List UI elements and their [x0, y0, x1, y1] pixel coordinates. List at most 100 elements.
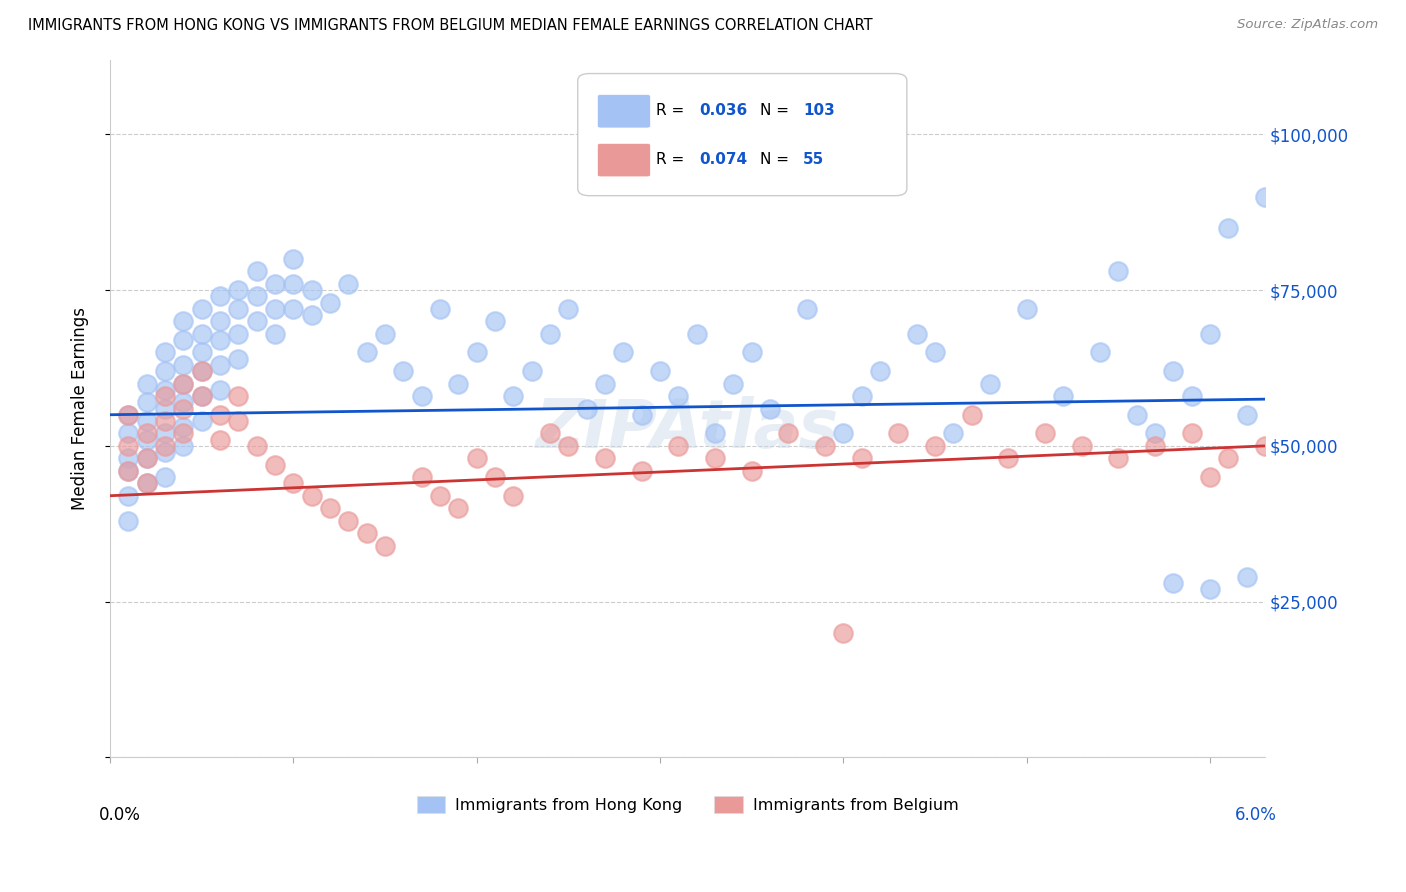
- Text: ZIPAtlas: ZIPAtlas: [536, 396, 839, 462]
- Point: [209, 333, 232, 347]
- Point: [1052, 389, 1074, 403]
- Point: [117, 408, 139, 422]
- Point: [648, 364, 671, 378]
- Point: [228, 283, 250, 297]
- Point: [703, 451, 725, 466]
- Point: [924, 439, 946, 453]
- Point: [374, 326, 396, 341]
- Point: [301, 489, 323, 503]
- Point: [520, 364, 543, 378]
- Point: [630, 464, 652, 478]
- Text: N =: N =: [761, 152, 794, 167]
- Point: [630, 408, 652, 422]
- Point: [117, 451, 139, 466]
- Point: [172, 420, 194, 434]
- Point: [1180, 389, 1202, 403]
- Point: [832, 426, 855, 441]
- Point: [153, 383, 176, 397]
- Point: [190, 364, 212, 378]
- Point: [117, 439, 139, 453]
- Point: [1070, 439, 1092, 453]
- Point: [557, 439, 579, 453]
- Point: [851, 451, 873, 466]
- Point: [1180, 426, 1202, 441]
- Text: 0.074: 0.074: [699, 152, 747, 167]
- Point: [429, 489, 451, 503]
- Point: [575, 401, 598, 416]
- Point: [1143, 439, 1166, 453]
- Point: [851, 389, 873, 403]
- Point: [117, 464, 139, 478]
- Point: [979, 376, 1001, 391]
- Point: [666, 389, 689, 403]
- Point: [172, 426, 194, 441]
- Point: [814, 439, 837, 453]
- Point: [153, 401, 176, 416]
- Point: [190, 364, 212, 378]
- Point: [337, 277, 360, 291]
- Point: [447, 501, 470, 516]
- Point: [190, 345, 212, 359]
- Legend: Immigrants from Hong Kong, Immigrants from Belgium: Immigrants from Hong Kong, Immigrants fr…: [411, 789, 965, 819]
- Point: [190, 301, 212, 316]
- Point: [374, 539, 396, 553]
- Point: [172, 333, 194, 347]
- Point: [1125, 408, 1147, 422]
- Point: [264, 458, 287, 472]
- Point: [190, 389, 212, 403]
- Point: [135, 476, 157, 491]
- FancyBboxPatch shape: [598, 95, 651, 128]
- Point: [1198, 582, 1220, 597]
- Point: [153, 426, 176, 441]
- Point: [209, 358, 232, 372]
- Point: [246, 439, 269, 453]
- Point: [153, 364, 176, 378]
- Point: [465, 345, 488, 359]
- Point: [1218, 220, 1240, 235]
- Point: [703, 426, 725, 441]
- Text: R =: R =: [657, 152, 689, 167]
- Point: [209, 383, 232, 397]
- Point: [228, 326, 250, 341]
- Point: [190, 326, 212, 341]
- Point: [741, 345, 763, 359]
- Point: [557, 301, 579, 316]
- Point: [153, 389, 176, 403]
- Point: [392, 364, 415, 378]
- Point: [356, 526, 378, 541]
- Point: [778, 426, 800, 441]
- Point: [1198, 470, 1220, 484]
- Point: [612, 345, 634, 359]
- Point: [1309, 345, 1331, 359]
- Point: [153, 470, 176, 484]
- Point: [172, 358, 194, 372]
- Point: [153, 345, 176, 359]
- Point: [190, 389, 212, 403]
- Point: [209, 433, 232, 447]
- Point: [484, 470, 506, 484]
- Point: [283, 476, 305, 491]
- Point: [538, 426, 561, 441]
- Point: [135, 376, 157, 391]
- Point: [411, 389, 433, 403]
- Point: [172, 376, 194, 391]
- Point: [942, 426, 965, 441]
- Point: [1272, 439, 1295, 453]
- Point: [264, 301, 287, 316]
- Point: [429, 301, 451, 316]
- Point: [960, 408, 983, 422]
- Point: [172, 314, 194, 328]
- Point: [593, 376, 616, 391]
- Point: [117, 464, 139, 478]
- Point: [1161, 364, 1184, 378]
- Point: [228, 301, 250, 316]
- Point: [246, 289, 269, 303]
- Point: [117, 514, 139, 528]
- Text: 103: 103: [803, 103, 835, 118]
- Point: [869, 364, 891, 378]
- Point: [1198, 326, 1220, 341]
- Point: [135, 433, 157, 447]
- Point: [465, 451, 488, 466]
- Point: [228, 351, 250, 366]
- Point: [172, 439, 194, 453]
